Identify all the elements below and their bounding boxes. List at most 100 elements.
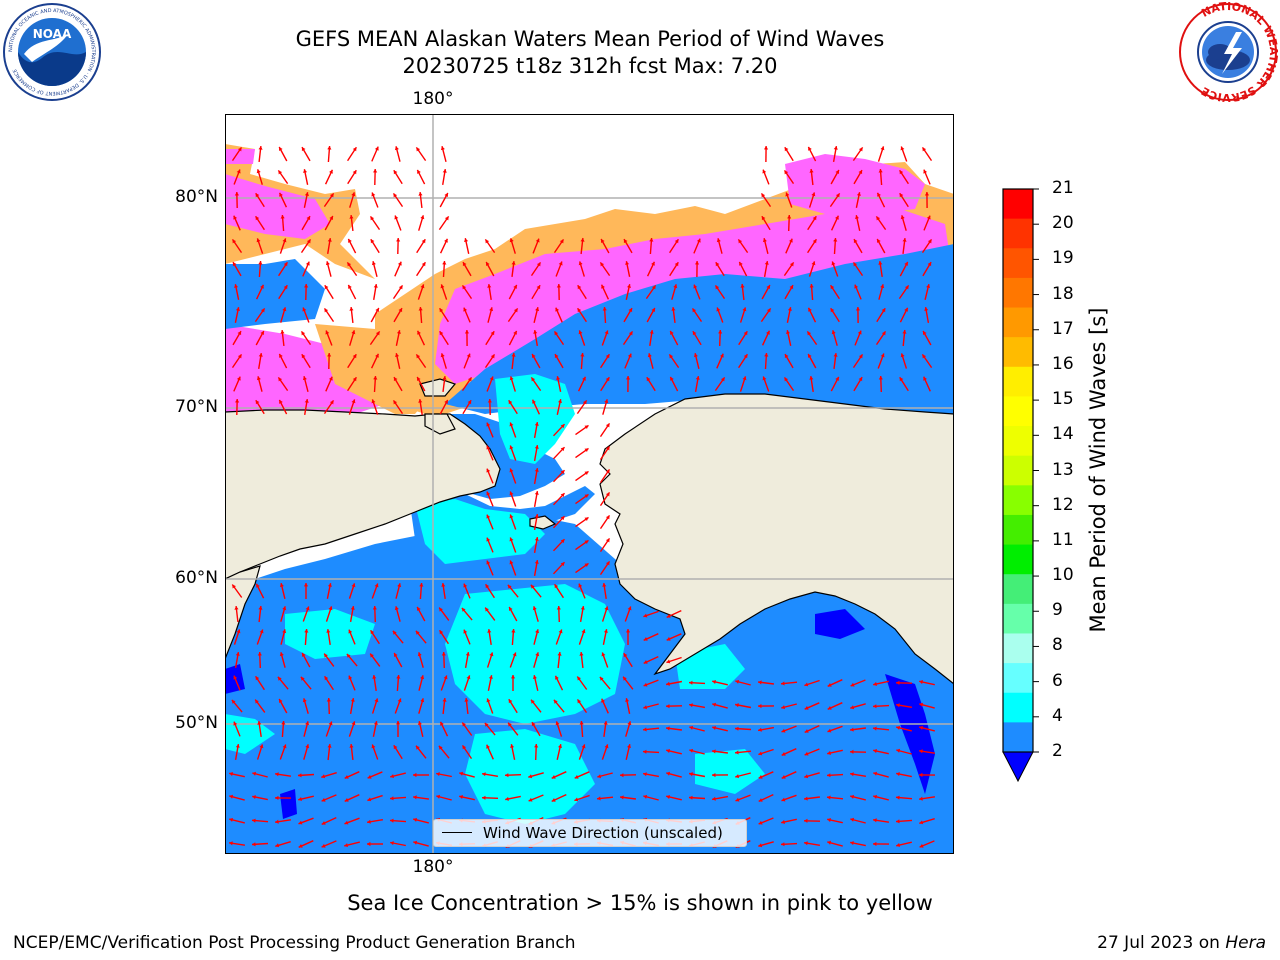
wind-wave-arrow-head — [489, 307, 494, 312]
wind-wave-arrow-head — [693, 353, 698, 358]
wind-wave-arrow-head — [390, 818, 394, 823]
wind-wave-arrow-head — [367, 797, 372, 802]
wind-wave-arrow-head — [560, 424, 565, 429]
wind-wave-arrow-head — [418, 399, 423, 403]
wind-wave-arrow-head — [237, 354, 242, 359]
wind-wave-arrow-head — [279, 583, 284, 587]
wind-wave-arrow-head — [766, 308, 771, 313]
wind-wave-arrow-head — [580, 353, 585, 357]
wind-wave-arrow-head — [279, 353, 283, 358]
colorbar-cells — [1003, 189, 1033, 753]
wind-wave-arrow-head — [344, 775, 349, 779]
wind-wave-arrow-head — [651, 285, 656, 290]
ice-top-right — [785, 154, 925, 214]
chart-subtitle: 20230725 t18z 312h fcst Max: 7.20 — [402, 54, 778, 78]
wrangel-island — [419, 378, 457, 397]
wind-wave-arrow-head — [302, 698, 307, 703]
wind-wave-arrow-head — [231, 699, 236, 704]
wind-wave-arrow-head — [413, 795, 417, 800]
wind-wave-arrow-head — [349, 215, 354, 219]
wind-wave-arrow-head — [233, 721, 238, 726]
wind-wave-arrow-head — [534, 514, 539, 518]
wind-wave-arrow-head — [578, 583, 583, 588]
wind-wave-arrow-head — [577, 676, 581, 681]
colorbar-cell — [1003, 337, 1033, 368]
wind-wave-arrow-head — [374, 583, 379, 588]
wind-wave-arrow-head — [601, 239, 605, 243]
wind-wave-arrow-head — [298, 844, 303, 848]
wind-wave-arrow-head — [582, 400, 587, 405]
wind-wave-arrow-head — [373, 376, 378, 380]
wind-wave-arrow-head — [304, 192, 309, 196]
wind-wave-arrow-head — [258, 353, 263, 357]
wind-wave-arrow-head — [329, 193, 334, 198]
wind-wave-arrow-head — [367, 841, 371, 847]
wind-wave-arrow-head — [255, 676, 260, 681]
wind-wave-arrow-head — [459, 771, 464, 776]
wind-wave-arrow-head — [462, 285, 467, 290]
wind-wave-arrow-head — [256, 583, 260, 588]
wind-wave-arrow-head — [394, 653, 398, 657]
wind-wave-arrow-head — [302, 307, 307, 312]
wind-wave-arrow-head — [604, 330, 609, 335]
wind-wave-arrow-head — [344, 820, 349, 825]
wind-wave-arrow-head — [558, 261, 563, 266]
wind-wave-arrow-head — [275, 772, 279, 777]
wind-wave-arrow-head — [696, 238, 701, 243]
wind-wave-arrow-head — [605, 446, 610, 451]
wind-wave-arrow-head — [605, 538, 610, 543]
wind-wave-arrow-head — [560, 493, 565, 498]
wind-wave-arrow-head — [324, 308, 329, 313]
wind-wave-arrow-head — [781, 797, 786, 802]
wind-wave-arrow-head — [830, 308, 835, 313]
wind-wave-arrow-head — [899, 170, 904, 175]
wind-wave-arrow-head — [597, 774, 602, 779]
wind-wave-arrow-head — [809, 169, 814, 173]
colorbar — [1002, 188, 1039, 783]
wind-wave-arrow-head — [666, 681, 670, 686]
wind-wave-arrow-head — [328, 376, 333, 381]
wind-wave-arrow-head — [417, 169, 421, 174]
wind-wave-arrow-head — [489, 376, 494, 381]
wind-wave-arrow-head — [584, 471, 589, 475]
wind-wave-arrow-head — [835, 215, 839, 220]
wind-wave-arrow-head — [306, 216, 311, 221]
wind-wave-arrow-head — [396, 675, 401, 679]
wind-wave-arrow-head — [487, 399, 492, 403]
wind-wave-arrow-head — [509, 537, 514, 542]
wind-wave-arrow-head — [255, 699, 259, 704]
wind-wave-arrow-head — [623, 239, 628, 244]
wind-wave-arrow-head — [374, 698, 379, 703]
wind-wave-arrow-head — [625, 261, 630, 265]
wind-wave-arrow-head — [604, 744, 609, 749]
wind-wave-arrow-head — [236, 376, 241, 381]
wind-wave-arrow-head — [927, 262, 932, 267]
wind-wave-arrow-head — [393, 170, 398, 175]
wind-wave-arrow-head — [509, 238, 514, 243]
wind-wave-arrow-head — [258, 606, 263, 610]
wind-wave-arrow-head — [551, 775, 556, 779]
wind-wave-arrow-head — [534, 468, 539, 472]
wind-wave-arrow-head — [375, 353, 379, 358]
wind-wave-arrow-head — [443, 675, 448, 680]
wind-wave-arrow-head — [282, 307, 287, 312]
map-legend: Wind Wave Direction (unscaled) — [433, 819, 747, 847]
wind-wave-arrow-head — [232, 239, 237, 244]
wind-wave-arrow-head — [927, 239, 932, 244]
wind-wave-arrow-head — [692, 331, 697, 336]
wind-wave-arrow-head — [804, 841, 808, 846]
wind-wave-arrow-head — [374, 146, 379, 151]
chart-title: GEFS MEAN Alaskan Waters Mean Period of … — [295, 27, 885, 51]
wind-wave-arrow-head — [351, 192, 356, 197]
wind-wave-arrow-head — [716, 238, 721, 243]
colorbar-cell — [1003, 426, 1033, 457]
wind-wave-arrow-head — [283, 285, 288, 290]
wind-wave-arrow-head — [352, 147, 357, 152]
wind-wave-arrow-head — [643, 705, 648, 710]
wind-wave-arrow-head — [373, 284, 378, 288]
wind-wave-arrow-head — [554, 331, 559, 336]
wind-wave-arrow-head — [623, 676, 627, 681]
wind-wave-arrow-head — [417, 721, 422, 725]
wind-wave-arrow-head — [348, 238, 352, 243]
wind-wave-arrow-head — [577, 308, 582, 313]
